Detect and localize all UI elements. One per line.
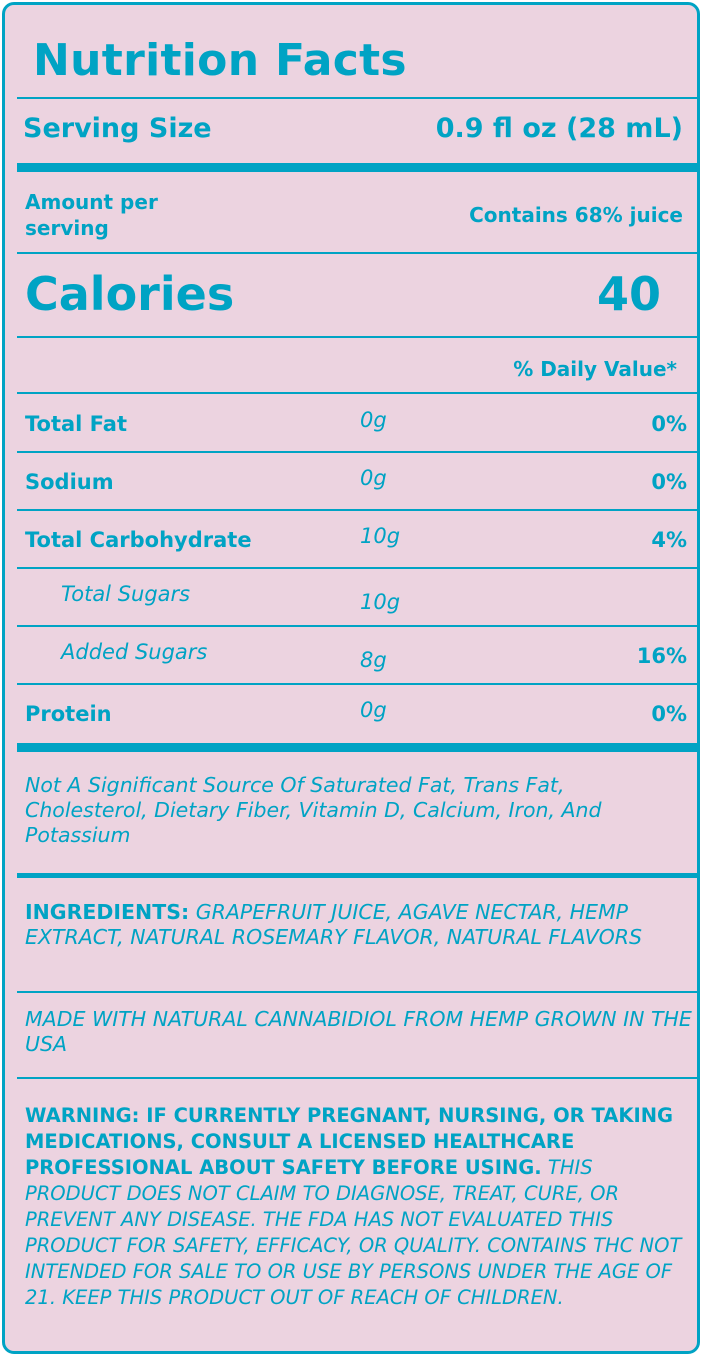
nutrient-row-protein: Protein 0g 0% [17,684,697,740]
divider [17,873,697,878]
warning: WARNING: IF CURRENTLY PREGNANT, NURSING,… [25,1103,693,1311]
serving-size-value: 0.9 fl oz (28 mL) [435,113,683,144]
label-title: Nutrition Facts [33,35,407,86]
warning-bold: WARNING: IF CURRENTLY PREGNANT, NURSING,… [25,1104,674,1179]
calories-value: 40 [596,267,661,321]
not-significant-note: Not A Significant Source Of Saturated Fa… [25,773,602,847]
amount-per-serving: Amount per serving [25,190,158,240]
warning-text: THIS PRODUCT DOES NOT CLAIM TO DIAGNOSE,… [25,1156,682,1309]
nutrient-daily-value: 16% [636,644,687,668]
divider [17,451,697,453]
thick-divider [17,743,697,752]
nutrient-amount: 8g [360,648,387,672]
nutrient-daily-value: 0% [651,470,687,494]
ingredients-label: INGREDIENTS: [25,900,190,924]
nutrient-name: Total Carbohydrate [25,528,252,552]
origin-note: MADE WITH NATURAL CANNABIDIOL FROM HEMP … [25,1007,692,1056]
thick-divider [17,163,697,172]
divider [17,336,697,338]
nutrient-daily-value: 0% [651,412,687,436]
divider [17,991,697,993]
nutrient-amount: 10g [360,590,401,614]
daily-value-header: % Daily Value* [513,357,677,381]
calories-label: Calories [25,267,235,321]
nutrient-daily-value: 0% [651,702,687,726]
nutrient-name: Added Sugars [61,640,208,664]
divider [17,97,697,99]
nutrient-row-total-fat: Total Fat 0g 0% [17,394,697,450]
nutrient-amount: 0g [360,408,387,432]
nutrient-name: Sodium [25,470,114,494]
ingredients: INGREDIENTS: GRAPEFRUIT JUICE, AGAVE NEC… [25,900,693,950]
nutrient-name: Total Sugars [61,582,191,606]
nutrient-row-total-carbohydrate: Total Carbohydrate 10g 4% [17,510,697,566]
nutrient-row-sodium: Sodium 0g 0% [17,452,697,508]
nutrient-name: Protein [25,702,112,726]
nutrient-row-added-sugars: Added Sugars 8g 16% [17,626,697,682]
ingredients-list: GRAPEFRUIT JUICE, AGAVE NECTAR, HEMP EXT… [25,900,643,949]
nutrient-name: Total Fat [25,412,128,436]
divider [17,567,697,569]
divider [17,252,697,254]
nutrient-row-total-sugars: Total Sugars 10g [17,568,697,624]
divider [17,625,697,627]
juice-content: Contains 68% juice [469,203,683,227]
divider [17,509,697,511]
divider [17,1077,697,1079]
nutrient-amount: 0g [360,466,387,490]
serving-size-label: Serving Size [23,113,212,144]
nutrient-amount: 0g [360,698,387,722]
divider [17,683,697,685]
nutrient-daily-value: 4% [651,528,687,552]
nutrient-amount: 10g [360,524,401,548]
divider [17,392,697,394]
